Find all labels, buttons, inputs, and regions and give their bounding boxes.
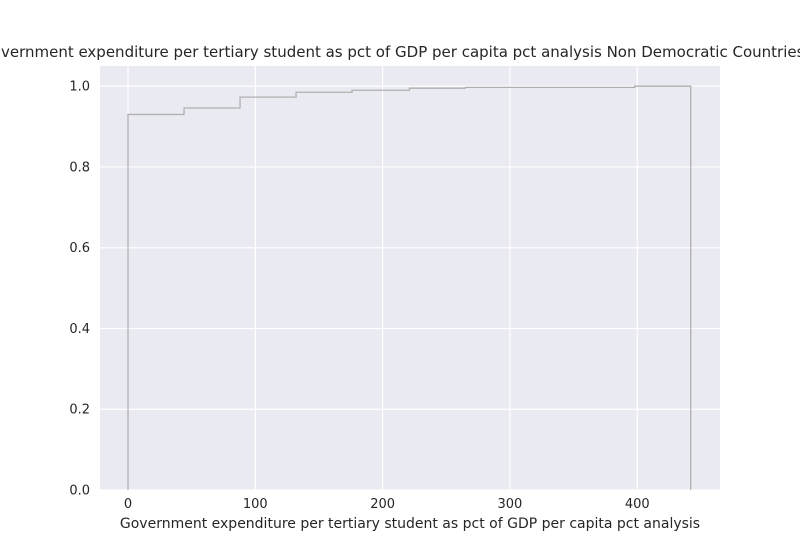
y-tick-label: 0.4	[69, 322, 90, 337]
x-tick-label: 300	[498, 497, 523, 512]
x-tick-label: 200	[370, 497, 395, 512]
grid-lines	[100, 66, 720, 491]
x-tick-label: 400	[625, 497, 650, 512]
cdf-step-line	[127, 85, 692, 490]
y-tick-label: 1.0	[69, 80, 90, 95]
y-tick-labels: 0.0 0.2 0.4 0.6 0.8 1.0	[69, 80, 90, 499]
x-tick-label: 0	[124, 497, 132, 512]
y-tick-label: 0.8	[69, 160, 90, 175]
y-tick-label: 0.0	[69, 484, 90, 499]
plot-area	[100, 66, 720, 490]
x-axis-label: Government expenditure per tertiary stud…	[120, 516, 700, 532]
y-tick-label: 0.6	[69, 241, 90, 256]
y-tick-label: 0.2	[69, 403, 90, 418]
chart-title: Government expenditure per tertiary stud…	[0, 43, 800, 61]
x-tick-labels: 0 100 200 300 400	[124, 497, 650, 512]
x-tick-label: 100	[243, 497, 268, 512]
series-layer	[127, 85, 692, 490]
